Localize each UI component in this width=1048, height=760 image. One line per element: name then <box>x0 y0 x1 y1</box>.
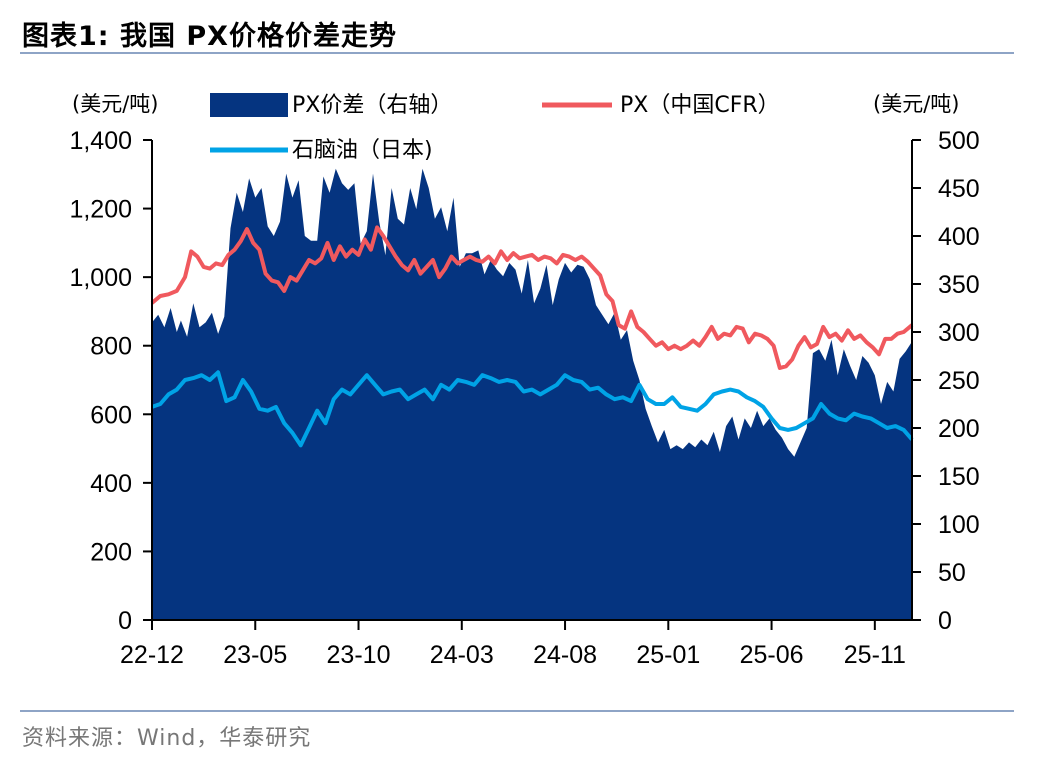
axis-layer: 0 200 400 600 800 1,000 1,200 1,400 0 50 100 150 200… <box>69 92 979 669</box>
x-tick-label: 23-05 <box>223 641 287 669</box>
right-tick-label: 250 <box>938 367 980 395</box>
x-tick-label: 22-12 <box>120 641 184 669</box>
right-tick-label: 350 <box>938 271 980 299</box>
x-tick-label: 25-11 <box>844 641 906 669</box>
title-divider <box>20 52 1014 54</box>
x-tick-label: 24-03 <box>430 641 494 669</box>
right-tick-label: 400 <box>938 223 980 251</box>
px-cfr-line-series <box>150 225 914 370</box>
left-tick-label: 0 <box>118 607 132 635</box>
legend-label-spread: PX价差（右轴） <box>292 93 452 118</box>
right-tick-label: 0 <box>938 607 952 635</box>
right-tick-label: 150 <box>938 463 980 491</box>
x-tick-label: 25-01 <box>636 641 700 669</box>
left-tick-label: 400 <box>90 470 132 498</box>
x-tick-label: 25-06 <box>740 641 804 669</box>
right-tick-label: 450 <box>938 175 980 203</box>
right-axis-unit: (美元/吨) <box>873 92 959 116</box>
left-tick-label: 1,400 <box>69 127 132 155</box>
left-axis-unit: (美元/吨) <box>72 92 158 116</box>
x-tick-label: 24-08 <box>533 641 597 669</box>
right-tick-label: 100 <box>938 511 980 539</box>
left-tick-label: 800 <box>90 333 132 361</box>
right-tick-label: 300 <box>938 319 980 347</box>
legend: PX价差（右轴） PX（中国CFR） 石脑油（日本) <box>210 93 780 163</box>
naphtha-line-series <box>151 370 914 448</box>
legend-swatch-spread <box>210 93 288 117</box>
x-tick-label: 23-10 <box>327 641 391 669</box>
spread-area-layer <box>152 168 912 621</box>
legend-label-px: PX（中国CFR） <box>620 93 780 118</box>
line-layer <box>150 225 914 448</box>
left-tick-label: 1,200 <box>69 196 132 224</box>
left-tick-label: 200 <box>90 538 132 566</box>
spread-area-series <box>152 168 912 621</box>
page-title: 图表1: 我国 PX价格价差走势 <box>22 21 397 52</box>
right-tick-label: 50 <box>938 559 966 587</box>
left-tick-label: 1,000 <box>69 264 132 292</box>
left-tick-label: 600 <box>90 401 132 429</box>
right-tick-label: 200 <box>938 415 980 443</box>
source-note: 资料来源：Wind，华泰研究 <box>22 726 312 751</box>
right-tick-label: 500 <box>938 127 980 155</box>
footer-divider <box>20 710 1014 712</box>
chart: 0 200 400 600 800 1,000 1,200 1,400 0 50 100 150 200… <box>69 92 979 669</box>
legend-label-naphtha: 石脑油（日本) <box>292 138 433 163</box>
